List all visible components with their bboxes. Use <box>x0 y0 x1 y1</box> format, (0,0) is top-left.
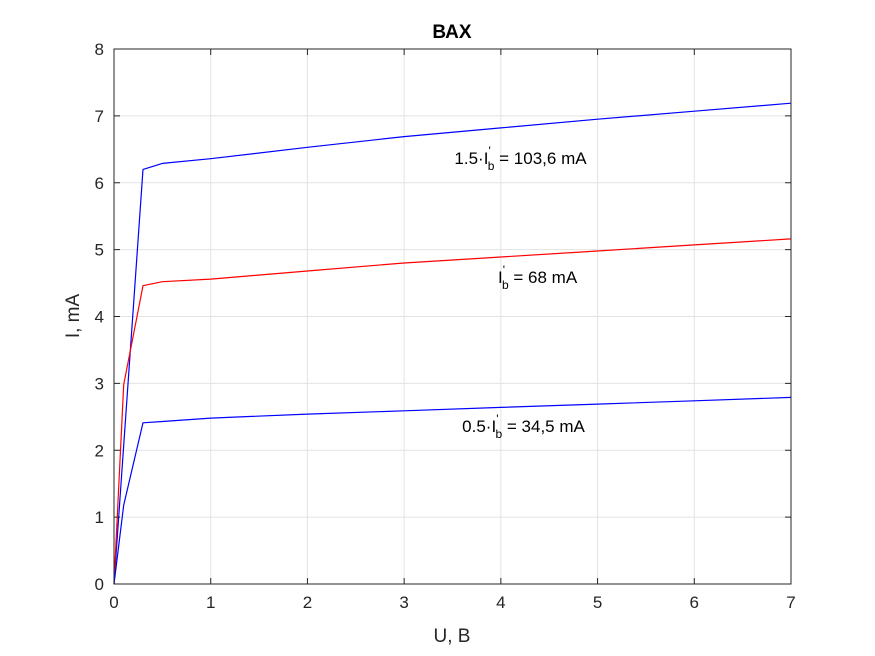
series-line-2 <box>113 238 792 585</box>
x-tick-label: 5 <box>593 593 602 612</box>
y-tick-label: 5 <box>95 241 104 260</box>
chart-title: ВАХ <box>432 22 471 43</box>
annotation-2: I' b = 68 mA <box>498 263 578 292</box>
annotation-sup: ' <box>488 144 490 158</box>
annotation-sup: ' <box>496 412 498 426</box>
y-axis-label: I, mA <box>63 294 84 339</box>
series-group <box>113 102 792 585</box>
x-tick-label: 6 <box>690 593 699 612</box>
annotations: 1.5·I' b = 103,6 mAI' b = 68 mA0.5·I' b = 3… <box>454 144 587 441</box>
annotation-sub: b <box>502 278 509 292</box>
annotation-prefix: 0.5·I <box>462 417 496 436</box>
y-tick-label: 8 <box>95 40 104 59</box>
annotation-sub: b <box>488 159 495 173</box>
grid <box>114 49 791 584</box>
y-tick-label: 2 <box>95 441 104 460</box>
annotation-prefix: I <box>498 268 503 287</box>
x-tick-label: 0 <box>109 593 118 612</box>
y-tick-label: 7 <box>95 107 104 126</box>
annotation-3: 0.5·I' b = 34,5 mA <box>462 412 585 441</box>
annotation-suffix: = 103,6 mA <box>494 149 587 168</box>
x-tick-label: 1 <box>206 593 215 612</box>
x-tick-label: 4 <box>496 593 505 612</box>
y-tick-label: 4 <box>95 308 104 327</box>
annotation-suffix: = 34,5 mA <box>502 417 585 436</box>
y-tick-label: 0 <box>95 575 104 594</box>
annotation-prefix: 1.5·I <box>454 149 488 168</box>
y-tick-labels: 0 1 2 3 4 5 6 7 8 <box>95 40 791 594</box>
x-tick-label: 7 <box>786 593 795 612</box>
annotation-suffix: = 68 mA <box>509 268 578 287</box>
annotation-1: 1.5·I' b = 103,6 mA <box>454 144 587 173</box>
y-tick-label: 6 <box>95 174 104 193</box>
series-line-3 <box>113 396 792 585</box>
x-axis-label: U, В <box>434 626 471 647</box>
x-tick-labels: 0 1 2 3 4 5 6 7 <box>109 49 796 612</box>
series-line-1 <box>113 102 792 585</box>
y-tick-label: 3 <box>95 374 104 393</box>
x-tick-label: 2 <box>303 593 312 612</box>
x-tick-label: 3 <box>399 593 408 612</box>
annotation-sup: ' <box>503 263 505 277</box>
annotation-sub: b <box>495 427 502 441</box>
y-tick-label: 1 <box>95 508 104 527</box>
